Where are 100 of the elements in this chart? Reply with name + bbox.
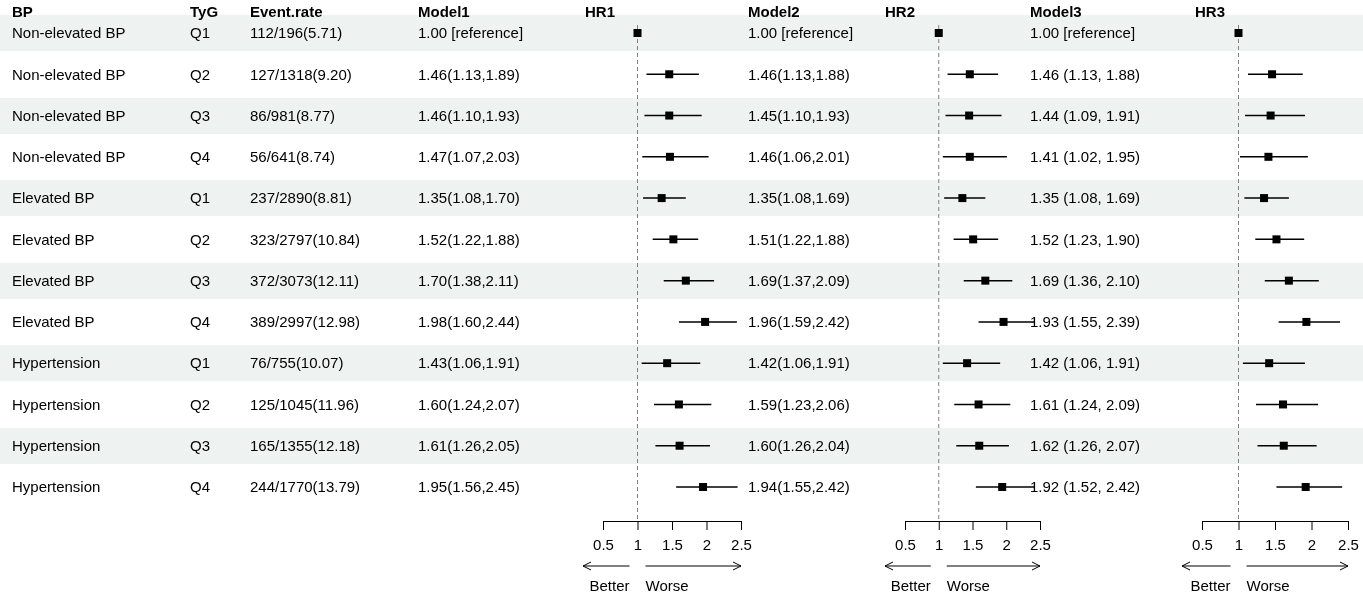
data-label: 1.70(1.38,2.11) bbox=[418, 271, 519, 289]
point bbox=[1279, 400, 1288, 409]
point bbox=[974, 400, 983, 409]
data-label: 1.69(1.37,2.09) bbox=[748, 271, 850, 289]
data-label: 1.92 (1.52, 2.42) bbox=[1030, 478, 1141, 496]
text: 112/196(5.71) bbox=[250, 24, 343, 42]
x-tick-label: 1 bbox=[633, 535, 643, 553]
point bbox=[958, 194, 967, 203]
data-label: 1.35(1.08,1.69) bbox=[748, 189, 850, 207]
text: Worse bbox=[645, 577, 689, 594]
chart-title: HR3 bbox=[1195, 3, 1226, 21]
text: 76/755(10.07) bbox=[250, 354, 344, 372]
point bbox=[674, 400, 683, 409]
text: Non-elevated BP bbox=[12, 106, 126, 124]
x-tick-label: 2.5 bbox=[731, 535, 752, 553]
data-label: 1.46 (1.13, 1.88) bbox=[1030, 65, 1141, 83]
text: Non-elevated BP bbox=[12, 65, 126, 83]
point bbox=[1265, 359, 1274, 368]
x-tick-label: 2 bbox=[702, 535, 712, 553]
point bbox=[665, 111, 674, 120]
point bbox=[963, 359, 972, 368]
data-label: 1.60(1.26,2.04) bbox=[748, 436, 850, 454]
data-label: 1.51(1.22,1.88) bbox=[748, 230, 850, 248]
x-tick-label: 0.5 bbox=[895, 535, 916, 553]
text: 127/1318(9.20) bbox=[250, 65, 352, 83]
text: Q3 bbox=[190, 106, 211, 124]
text: Q2 bbox=[190, 65, 211, 83]
point bbox=[1264, 152, 1273, 161]
point bbox=[998, 483, 1007, 491]
data-label: 1.94(1.55,2.42) bbox=[748, 478, 850, 496]
point bbox=[965, 152, 974, 161]
point bbox=[969, 235, 978, 244]
data-label: 1.46(1.13,1.88) bbox=[748, 65, 850, 83]
data-label: 1.42 (1.06, 1.91) bbox=[1030, 354, 1141, 372]
text: Elevated BP bbox=[12, 313, 95, 331]
text: Hypertension bbox=[12, 354, 101, 372]
text: Q4 bbox=[190, 313, 211, 331]
x-tick-label: 2.5 bbox=[1030, 535, 1051, 553]
data-label: 1.00 [reference] bbox=[1030, 24, 1136, 42]
x-tick-label: 1 bbox=[1234, 535, 1244, 553]
data-label: 1.52(1.22,1.88) bbox=[418, 230, 520, 248]
point bbox=[934, 29, 943, 37]
text: 125/1045(11.96) bbox=[250, 395, 359, 413]
data-label: 1.00 [reference] bbox=[748, 24, 854, 42]
text: 165/1355(12.18) bbox=[250, 436, 361, 454]
text: Hypertension bbox=[12, 395, 101, 413]
point bbox=[1268, 70, 1277, 79]
text: Q2 bbox=[190, 395, 211, 413]
point bbox=[965, 70, 974, 79]
text: Q3 bbox=[190, 271, 211, 289]
text: 56/641(8.74) bbox=[250, 148, 336, 166]
text: Hypertension bbox=[12, 436, 101, 454]
x-tick-label: 2 bbox=[1002, 535, 1011, 553]
text: Better bbox=[1190, 577, 1231, 594]
point bbox=[975, 441, 984, 450]
text: 244/1770(13.79) bbox=[250, 478, 361, 496]
x-tick-label: 1.5 bbox=[962, 535, 984, 553]
x-tick-label: 1.5 bbox=[662, 535, 683, 553]
text: Elevated BP bbox=[12, 189, 95, 207]
x-tick-label: 0.5 bbox=[1192, 535, 1213, 553]
data-label: 1.52 (1.23, 1.90) bbox=[1030, 230, 1141, 248]
point bbox=[699, 483, 708, 491]
point bbox=[701, 317, 710, 326]
x-tick-label: 1.5 bbox=[1265, 535, 1286, 553]
data-label: 1.42(1.06,1.91) bbox=[748, 354, 850, 372]
point bbox=[681, 276, 690, 285]
text: BP bbox=[12, 3, 33, 21]
point bbox=[1272, 235, 1281, 244]
data-label: 1.93 (1.55, 2.39) bbox=[1030, 313, 1141, 331]
chart-title: HR1 bbox=[585, 3, 616, 21]
point bbox=[1301, 483, 1310, 491]
x-tick-label: 1 bbox=[935, 535, 944, 553]
text: Q2 bbox=[190, 230, 211, 248]
data-label: 1.47(1.07,2.03) bbox=[418, 148, 520, 166]
point bbox=[965, 111, 974, 120]
data-label: 1.95(1.56,2.45) bbox=[418, 478, 520, 496]
text: Non-elevated BP bbox=[12, 148, 126, 166]
text: Event.rate bbox=[250, 3, 323, 21]
text: 86/981(8.77) bbox=[250, 106, 336, 124]
text: Better bbox=[589, 577, 630, 594]
text: Worse bbox=[1246, 577, 1290, 594]
text: 237/2890(8.81) bbox=[250, 189, 352, 207]
point bbox=[1260, 194, 1269, 203]
x-tick-label: 2.5 bbox=[1338, 535, 1359, 553]
text: Model3 bbox=[1030, 3, 1082, 21]
text: Non-elevated BP bbox=[12, 24, 126, 42]
text: Better bbox=[890, 577, 931, 594]
point bbox=[633, 29, 642, 37]
text: Q3 bbox=[190, 436, 211, 454]
point bbox=[981, 276, 990, 285]
data-label: 1.41 (1.02, 1.95) bbox=[1030, 148, 1141, 166]
text: TyG bbox=[190, 3, 219, 21]
data-label: 1.35 (1.08, 1.69) bbox=[1030, 189, 1141, 207]
text: Model2 bbox=[748, 3, 800, 21]
text: 389/2997(12.98) bbox=[250, 313, 361, 331]
data-label: 1.61(1.26,2.05) bbox=[418, 436, 520, 454]
point bbox=[665, 70, 674, 79]
text: Worse bbox=[946, 577, 990, 594]
text: Q4 bbox=[190, 148, 211, 166]
data-label: 1.00 [reference] bbox=[418, 24, 524, 42]
